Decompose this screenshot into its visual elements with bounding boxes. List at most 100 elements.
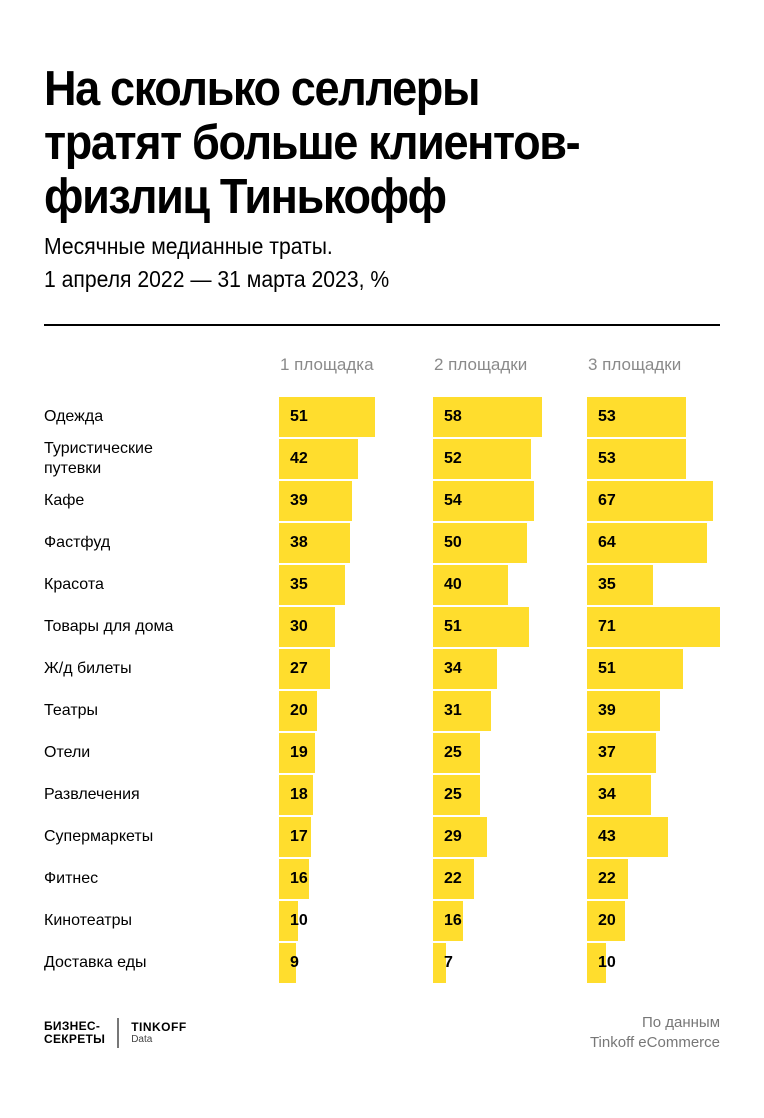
- table-row: Доставка еды 9 7 10: [0, 943, 764, 983]
- logo-text: БИЗНЕС-: [44, 1019, 101, 1033]
- row-label: Отели: [44, 744, 91, 761]
- source-line: По данным: [641, 1014, 720, 1031]
- bar: [587, 943, 606, 983]
- bar-value: 18: [290, 786, 308, 803]
- table-row: Супермаркеты 17 29 43: [0, 817, 764, 857]
- bar-value: 7: [444, 954, 453, 971]
- bar: [587, 565, 653, 605]
- table-row: Кафе 39 54 67: [0, 481, 764, 521]
- title-line: тратят больше клиентов-: [44, 116, 581, 170]
- bar-value: 25: [444, 786, 462, 803]
- table-row: Одежда 51 58 53: [0, 397, 764, 437]
- bar-value: 29: [444, 828, 462, 845]
- bar-value: 30: [290, 618, 308, 635]
- bar: [279, 523, 350, 563]
- bar-value: 20: [290, 702, 308, 719]
- bar-value: 35: [598, 576, 616, 593]
- bar: [433, 439, 531, 479]
- bar-value: 10: [598, 954, 616, 971]
- row-label: Развлечения: [44, 786, 140, 803]
- tinkoff-data-logo: TINKOFF Data: [131, 1019, 187, 1046]
- bar: [279, 859, 309, 899]
- bar-value: 50: [444, 534, 462, 551]
- title-line: физлиц Тинькофф: [44, 170, 447, 224]
- bar: [433, 565, 508, 605]
- bar: [279, 901, 298, 941]
- bar: [433, 523, 527, 563]
- subtitle-line: Месячные медианные траты.: [44, 233, 333, 259]
- bar: [587, 649, 683, 689]
- bar-value: 52: [444, 450, 462, 467]
- source-line: Tinkoff eCommerce: [589, 1034, 720, 1051]
- source-note: По данным Tinkoff eCommerce: [590, 1013, 720, 1053]
- bar: [433, 649, 497, 689]
- row-label: Товары для дома: [44, 618, 174, 635]
- bar-value: 19: [290, 744, 308, 761]
- bar: [279, 607, 335, 647]
- table-row: Театры 20 31 39: [0, 691, 764, 731]
- row-label: Фастфуд: [44, 534, 111, 551]
- table-row: Отели 19 25 37: [0, 733, 764, 773]
- bar-value: 58: [444, 408, 462, 425]
- row-label: Ж/д билеты: [44, 660, 132, 677]
- bar-value: 20: [598, 912, 616, 929]
- bar-value: 17: [290, 828, 308, 845]
- bar-value: 9: [290, 954, 299, 971]
- bar: [279, 439, 358, 479]
- bar-value: 71: [598, 618, 616, 635]
- bar: [587, 733, 656, 773]
- row-label: Фитнес: [44, 870, 99, 887]
- table-row: Развлечения 18 25 34: [0, 775, 764, 815]
- divider-rule: [44, 324, 720, 326]
- bar: [433, 775, 480, 815]
- row-label: Красота: [44, 576, 104, 593]
- biznes-sekrety-logo: БИЗНЕС- СЕКРЕТЫ: [44, 1020, 105, 1046]
- bar: [279, 565, 345, 605]
- logo-text: Data: [131, 1033, 153, 1045]
- bar-value: 22: [444, 870, 462, 887]
- table-row: Фастфуд 38 50 64: [0, 523, 764, 563]
- page-title: На сколько селлеры тратят больше клиенто…: [44, 62, 688, 224]
- bar-value: 51: [444, 618, 462, 635]
- bar: [587, 607, 720, 647]
- bar: [433, 943, 446, 983]
- table-row: Ж/д билеты 27 34 51: [0, 649, 764, 689]
- bar: [433, 859, 474, 899]
- bar-value: 51: [598, 660, 616, 677]
- bar: [279, 649, 330, 689]
- bar-value: 27: [290, 660, 308, 677]
- bar-value: 16: [290, 870, 308, 887]
- bar-value: 54: [444, 492, 462, 509]
- row-label: Супермаркеты: [44, 828, 154, 845]
- table-row: Туристические путевки 42 52 53: [0, 439, 764, 479]
- bar: [587, 397, 686, 437]
- bar-value: 42: [290, 450, 308, 467]
- bar: [433, 691, 491, 731]
- logo-text: TINKOFF: [131, 1019, 187, 1034]
- row-label: Театры: [44, 702, 99, 719]
- bar-value: 39: [598, 702, 616, 719]
- title-line: На сколько селлеры: [44, 62, 480, 116]
- bar-value: 51: [290, 408, 308, 425]
- bar-value: 40: [444, 576, 462, 593]
- bar-value: 22: [598, 870, 616, 887]
- bar-value: 25: [444, 744, 462, 761]
- bar-value: 53: [598, 408, 616, 425]
- bar-value: 64: [598, 534, 616, 551]
- table-row: Красота 35 40 35: [0, 565, 764, 605]
- bar: [587, 775, 651, 815]
- bar: [587, 691, 660, 731]
- bar-value: 53: [598, 450, 616, 467]
- logo-divider: [117, 1018, 120, 1048]
- subtitle-line: 1 апреля 2022 — 31 марта 2023, %: [44, 266, 390, 292]
- bar: [279, 481, 352, 521]
- column-header: 1 площадка: [280, 355, 374, 374]
- bar: [433, 817, 487, 857]
- table-row: Товары для дома 30 51 71: [0, 607, 764, 647]
- logo-text: СЕКРЕТЫ: [44, 1032, 106, 1046]
- bar: [587, 817, 668, 857]
- row-label: Доставка еды: [44, 954, 147, 971]
- bar: [279, 943, 296, 983]
- row-label: Кинотеатры: [44, 912, 132, 929]
- bar-value: 35: [290, 576, 308, 593]
